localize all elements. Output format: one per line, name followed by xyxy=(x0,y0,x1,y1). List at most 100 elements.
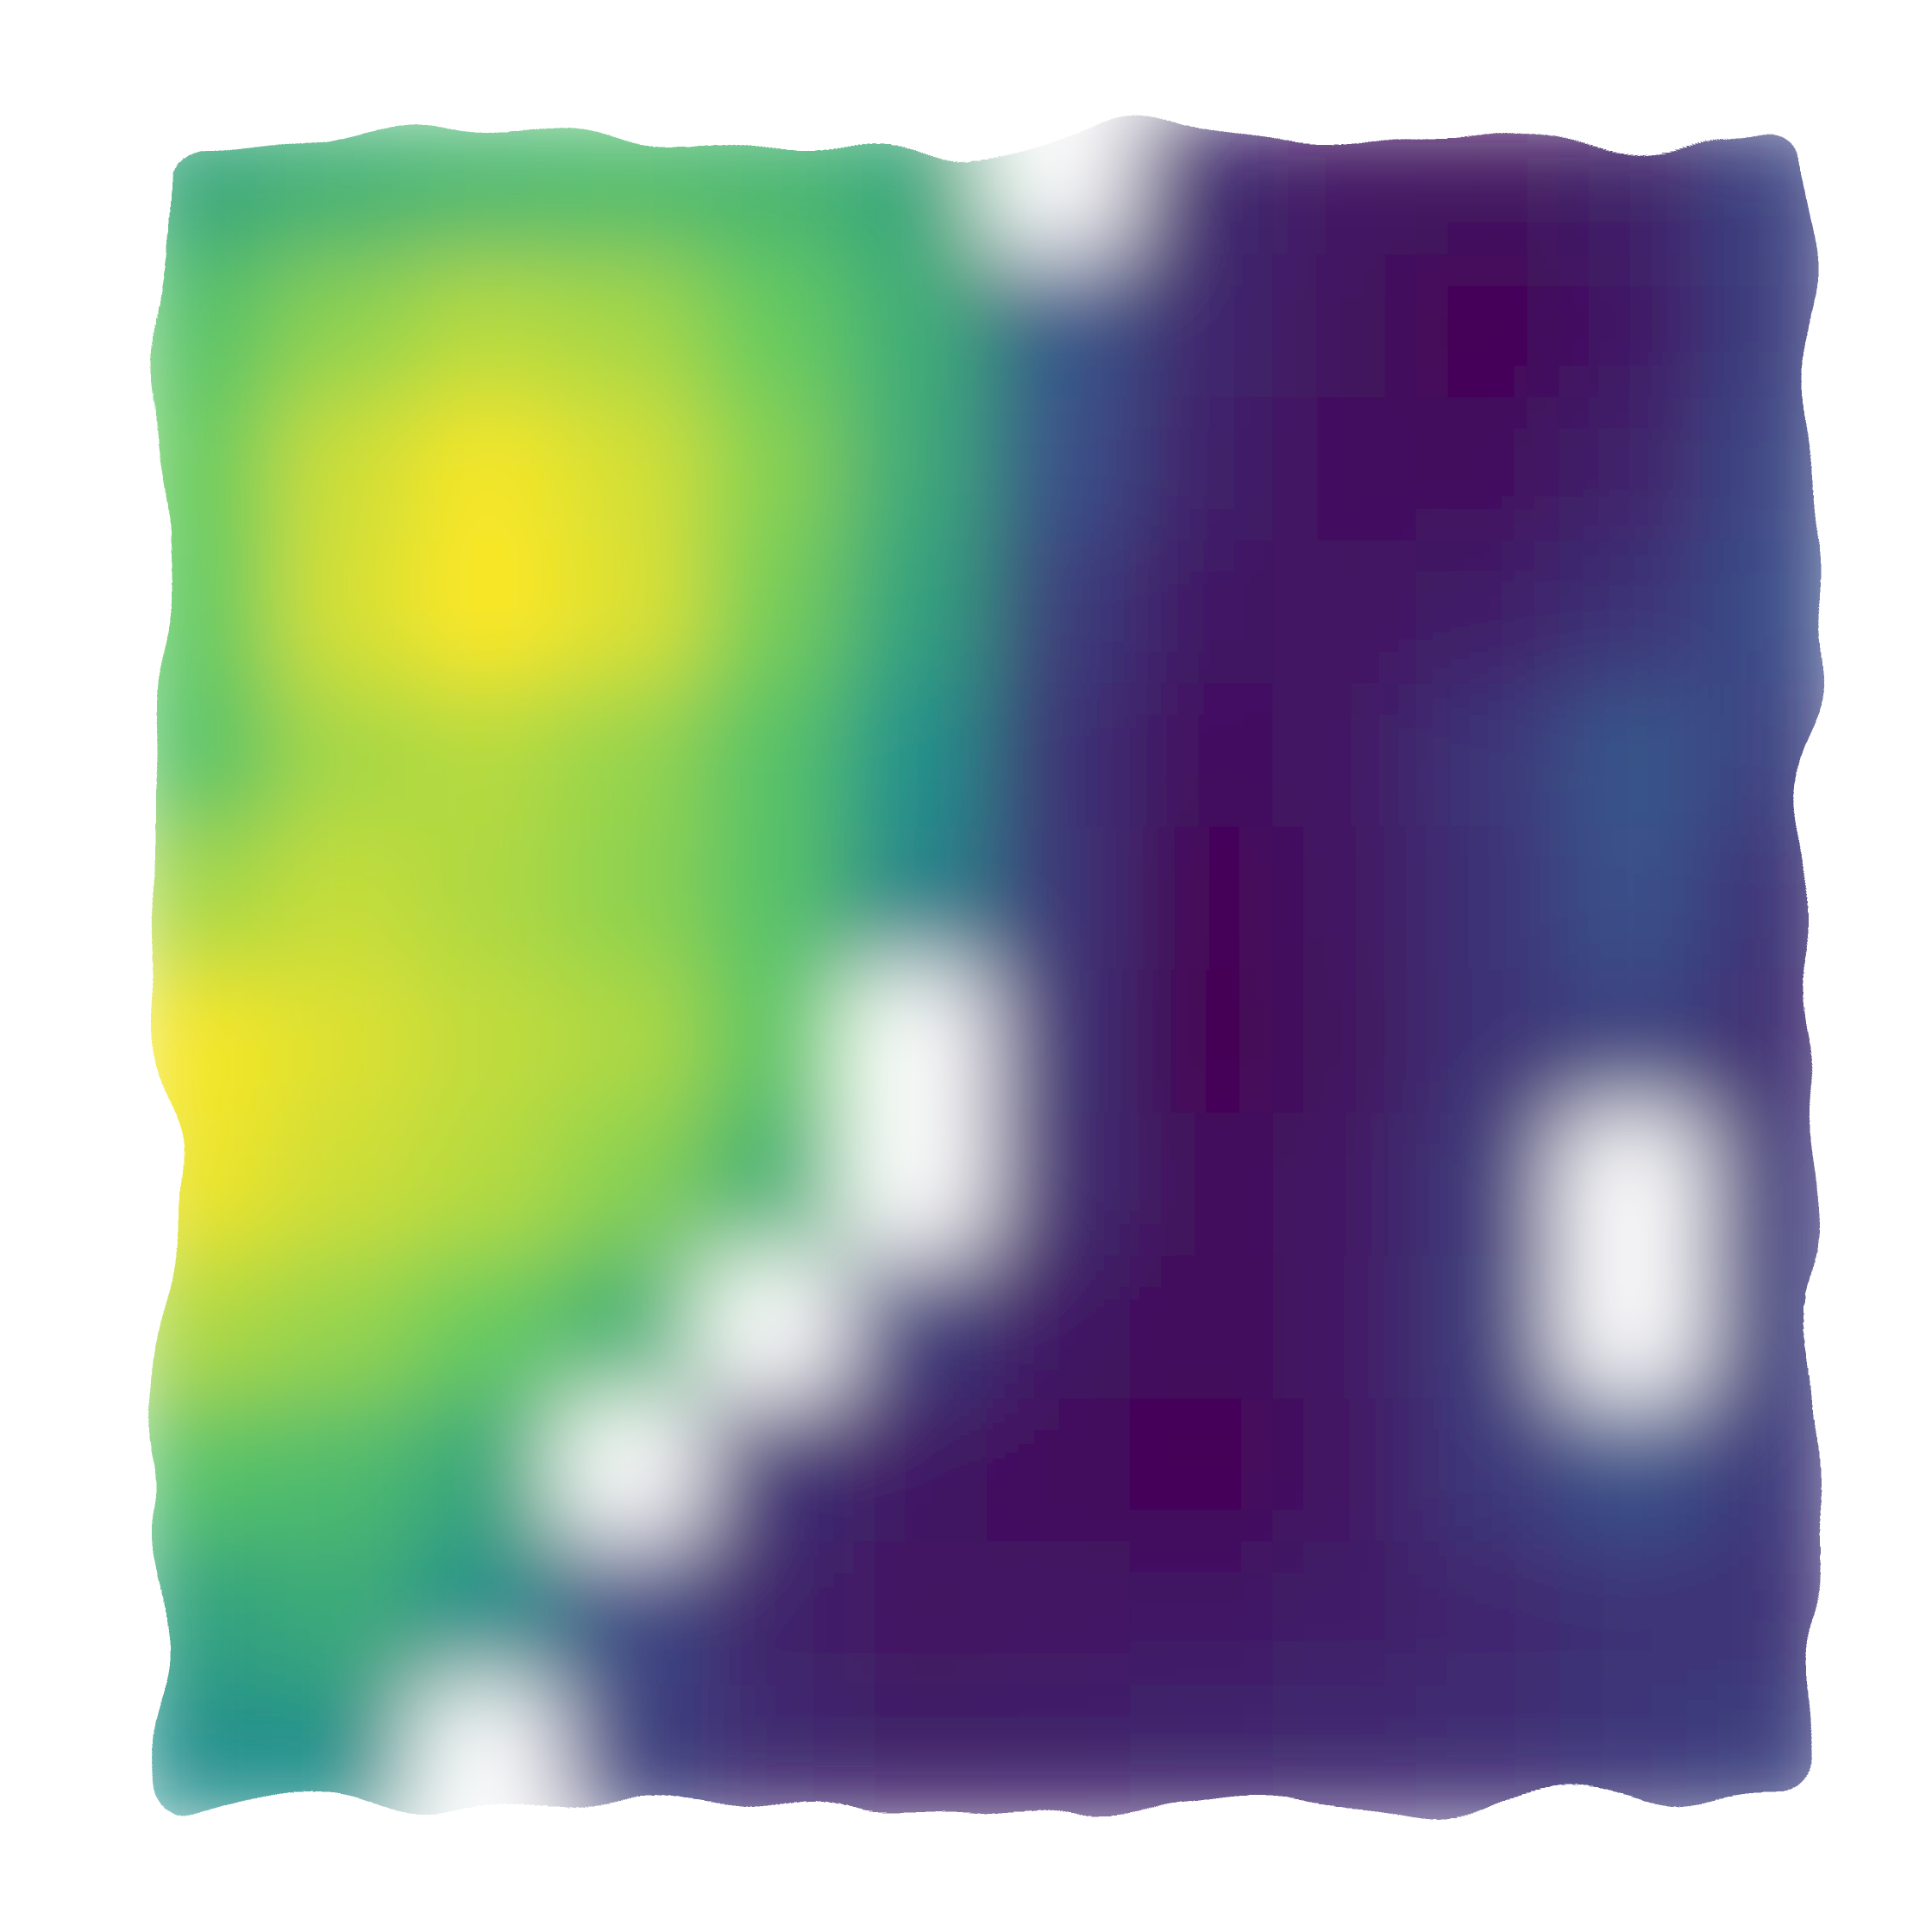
heatmap-cell-r6-c11 xyxy=(1702,969,1847,1114)
heatmap-cell-r2-c10 xyxy=(1559,397,1704,543)
heatmap-cell-r4-c7 xyxy=(1129,683,1275,829)
heatmap-cell-r11-c2 xyxy=(414,1684,560,1829)
heatmap-cell-r9-c5 xyxy=(844,1398,988,1544)
heatmap-cell-r0-c5 xyxy=(844,111,988,256)
heatmap-cell-r4-c4 xyxy=(700,683,846,829)
heatmap-cell-r6-c4 xyxy=(700,969,846,1114)
heatmap-cell-r8-c1 xyxy=(271,1255,417,1401)
heatmap-cell-r4-c2 xyxy=(414,683,560,829)
heatmap-cell-r9-c11 xyxy=(1702,1398,1847,1544)
heatmap-cell-r11-c9 xyxy=(1415,1684,1561,1829)
heatmap-cell-r10-c9 xyxy=(1415,1541,1561,1687)
heatmap-cell-r11-c5 xyxy=(844,1684,988,1829)
heatmap-cell-r0-c4 xyxy=(700,111,846,256)
heatmap-cell-r3-c9 xyxy=(1415,540,1561,686)
heatmap-cell-r3-c0 xyxy=(129,540,273,686)
heatmap-cell-r5-c1 xyxy=(271,826,417,971)
heatmap-cell-r8-c4 xyxy=(700,1255,846,1401)
heatmap-cell-r7-c6 xyxy=(987,1112,1132,1258)
heatmap-cell-r5-c5 xyxy=(844,826,988,971)
heatmap-cell-r1-c1 xyxy=(271,254,417,399)
heatmap-cell-r7-c9 xyxy=(1415,1112,1561,1258)
heatmap-cell-r4-c9 xyxy=(1415,683,1561,829)
heatmap-cell-r1-c10 xyxy=(1559,254,1704,399)
heatmap-cell-r10-c1 xyxy=(271,1541,417,1687)
heatmap-cell-r3-c4 xyxy=(700,540,846,686)
heatmap-cell-r6-c8 xyxy=(1272,969,1418,1114)
heatmap-cell-r5-c4 xyxy=(700,826,846,971)
heatmap-cell-r3-c10 xyxy=(1559,540,1704,686)
heatmap-cell-r8-c9 xyxy=(1415,1255,1561,1401)
heatmap-cell-r11-c4 xyxy=(700,1684,846,1829)
heatmap-cell-r11-c6 xyxy=(987,1684,1132,1829)
heatmap-cell-r11-c10 xyxy=(1559,1684,1704,1829)
heatmap-cell-r5-c10 xyxy=(1559,826,1704,971)
heatmap-cell-r8-c5 xyxy=(844,1255,988,1401)
heatmap-cell-r3-c3 xyxy=(557,540,703,686)
heatmap-cell-r0-c11 xyxy=(1702,111,1847,256)
heatmap-cell-r1-c5 xyxy=(844,254,988,399)
heatmap-cell-r8-c11 xyxy=(1702,1255,1847,1401)
heatmap-cell-r7-c5 xyxy=(844,1112,988,1258)
heatmap-cell-r7-c2 xyxy=(414,1112,560,1258)
heatmap-cell-r4-c5 xyxy=(844,683,988,829)
heatmap-cell-r9-c2 xyxy=(414,1398,560,1544)
heatmap-cell-r7-c7 xyxy=(1129,1112,1275,1258)
heatmap-cell-r6-c9 xyxy=(1415,969,1561,1114)
heatmap-cell-r7-c8 xyxy=(1272,1112,1418,1258)
heatmap-cell-r1-c0 xyxy=(129,254,273,399)
heatmap-cell-r2-c1 xyxy=(271,397,417,543)
heatmap-cell-r9-c10 xyxy=(1559,1398,1704,1544)
heatmap-cell-r11-c7 xyxy=(1129,1684,1275,1829)
heatmap-cell-r10-c4 xyxy=(700,1541,846,1687)
heatmap-cell-r0-c10 xyxy=(1559,111,1704,256)
heatmap-cell-r6-c0 xyxy=(129,969,273,1114)
heatmap-cell-r7-c0 xyxy=(129,1112,273,1258)
heatmap-cell-r9-c6 xyxy=(987,1398,1132,1544)
heatmap-cell-r10-c5 xyxy=(844,1541,988,1687)
heatmap-cell-r5-c9 xyxy=(1415,826,1561,971)
heatmap-cell-r5-c0 xyxy=(129,826,273,971)
heatmap-cell-r2-c5 xyxy=(844,397,988,543)
heatmap-cell-r6-c10 xyxy=(1559,969,1704,1114)
heatmap-cell-r2-c8 xyxy=(1272,397,1418,543)
heatmap-cell-r11-c1 xyxy=(271,1684,417,1829)
heatmap-cell-r3-c2 xyxy=(414,540,560,686)
heatmap-cell-r6-c5 xyxy=(844,969,988,1114)
heatmap-cell-r2-c4 xyxy=(700,397,846,543)
heatmap-cell-r9-c9 xyxy=(1415,1398,1561,1544)
heatmap-cell-r9-c4 xyxy=(700,1398,846,1544)
heatmap-cell-r6-c6 xyxy=(987,969,1132,1114)
heatmap-cell-r11-c0 xyxy=(129,1684,273,1829)
heatmap-cell-r2-c0 xyxy=(129,397,273,543)
heatmap-cell-r1-c8 xyxy=(1272,254,1418,399)
heatmap-cell-r10-c7 xyxy=(1129,1541,1275,1687)
heatmap-cell-r3-c7 xyxy=(1129,540,1275,686)
heatmap-cell-r1-c7 xyxy=(1129,254,1275,399)
heatmap-cell-r11-c3 xyxy=(557,1684,703,1829)
heatmap-cell-r1-c3 xyxy=(557,254,703,399)
heatmap-cell-r8-c6 xyxy=(987,1255,1132,1401)
heatmap-cell-r8-c10 xyxy=(1559,1255,1704,1401)
heatmap-cell-r7-c4 xyxy=(700,1112,846,1258)
heatmap-cell-r10-c6 xyxy=(987,1541,1132,1687)
heatmap-cell-r0-c6 xyxy=(987,111,1132,256)
heatmap-cell-r4-c11 xyxy=(1702,683,1847,829)
heatmap-cell-r8-c0 xyxy=(129,1255,273,1401)
heatmap-cell-r8-c8 xyxy=(1272,1255,1418,1401)
heatmap-cell-r9-c0 xyxy=(129,1398,273,1544)
heatmap-cell-r4-c8 xyxy=(1272,683,1418,829)
heatmap-cell-r9-c1 xyxy=(271,1398,417,1544)
heatmap-cell-r5-c2 xyxy=(414,826,560,971)
heatmap-cell-r10-c10 xyxy=(1559,1541,1704,1687)
heatmap-cell-r6-c3 xyxy=(557,969,703,1114)
heatmap-cell-r3-c1 xyxy=(271,540,417,686)
heatmap-cell-r2-c7 xyxy=(1129,397,1275,543)
heatmap-cell-r10-c3 xyxy=(557,1541,703,1687)
heatmap-cell-r4-c10 xyxy=(1559,683,1704,829)
heatmap-cell-r0-c9 xyxy=(1415,111,1561,256)
heatmap-cell-r4-c0 xyxy=(129,683,273,829)
heatmap-cell-r10-c0 xyxy=(129,1541,273,1687)
heatmap-cell-r8-c2 xyxy=(414,1255,560,1401)
heatmap-cell-r5-c3 xyxy=(557,826,703,971)
